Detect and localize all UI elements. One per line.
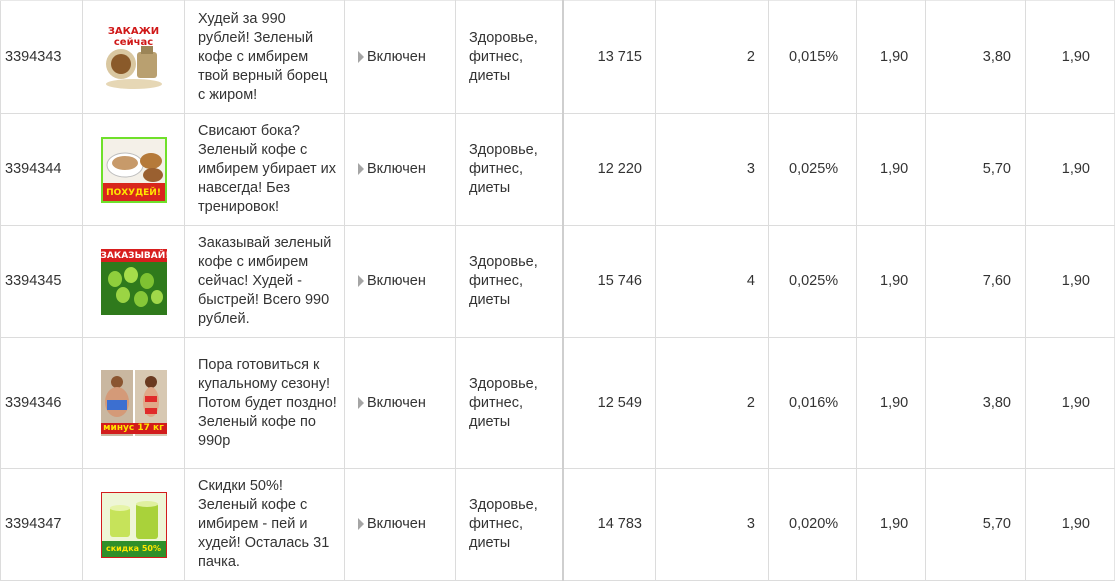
ad-spent: 3,80 [925, 0, 1026, 114]
ad-cpc: 1,90 [856, 468, 926, 581]
ad-status[interactable]: Включен [344, 468, 456, 581]
ad-views: 15 746 [561, 225, 656, 338]
ad-ctr: 0,020% [768, 468, 857, 581]
ad-image-cell[interactable]: минус 17 кг [82, 337, 185, 469]
ad-views: 14 783 [561, 468, 656, 581]
ad-status[interactable]: Включен [344, 337, 456, 469]
ad-status[interactable]: Включен [344, 0, 456, 114]
ad-banner-label: скидка 50% [106, 543, 161, 553]
ad-image-cell[interactable]: скидка 50% [82, 468, 185, 581]
ad-spent: 5,70 [925, 113, 1026, 226]
table-row: 3394347 скидка 50% Скидки 50%! Зеленый к… [0, 468, 1115, 581]
ad-image-cell[interactable]: ЗАКАЗЫВАЙ! [82, 225, 185, 338]
ad-id: 3394347 [0, 468, 83, 581]
ad-ctr: 0,016% [768, 337, 857, 469]
ad-banner-label: ЗАКАЖИ сейчас [107, 26, 160, 48]
ad-text[interactable]: Худей за 990 рублей! Зеленый кофе с имби… [184, 0, 345, 114]
ad-price: 1,90 [1025, 225, 1115, 338]
ad-category: Здоровье, фитнес, диеты [455, 337, 563, 469]
ad-spent: 5,70 [925, 468, 1026, 581]
ad-banner-coffee-beans-icon[interactable]: ЗАКАЗЫВАЙ! [100, 248, 167, 315]
ad-spent: 3,80 [925, 337, 1026, 469]
ad-ctr: 0,025% [768, 225, 857, 338]
ad-text[interactable]: Свисают бока? Зеленый кофе с имбирем уби… [184, 113, 345, 226]
ad-id: 3394344 [0, 113, 83, 226]
ad-text[interactable]: Заказывай зеленый кофе с имбирем сейчас!… [184, 225, 345, 338]
ad-price: 1,90 [1025, 113, 1115, 226]
play-triangle-icon [358, 396, 364, 409]
ad-id: 3394346 [0, 337, 83, 469]
ad-cpc: 1,90 [856, 113, 926, 226]
ad-views: 13 715 [561, 0, 656, 114]
ad-status[interactable]: Включен [344, 225, 456, 338]
ad-text[interactable]: Скидки 50%! Зеленый кофе с имбирем - пей… [184, 468, 345, 581]
ad-status[interactable]: Включен [344, 113, 456, 226]
ad-spent: 7,60 [925, 225, 1026, 338]
ad-image-cell[interactable]: ПОХУДЕЙ! [82, 113, 185, 226]
ad-banner-green-drink-icon[interactable]: скидка 50% [100, 491, 167, 558]
play-triangle-icon [358, 275, 364, 287]
ad-banner-before-after-icon[interactable]: минус 17 кг [100, 370, 167, 436]
ad-banner-tea-cup-icon[interactable]: ПОХУДЕЙ! [100, 136, 167, 203]
ad-price: 1,90 [1025, 337, 1115, 469]
ad-cpc: 1,90 [856, 225, 926, 338]
ad-views: 12 549 [561, 337, 656, 469]
table-row: 3394343 ЗАКАЖИ сейчас Худей за 990 рубле… [0, 0, 1115, 114]
ad-banner-label: минус 17 кг [100, 423, 167, 434]
ad-image-cell[interactable]: ЗАКАЖИ сейчас [82, 0, 185, 114]
ad-status-label: Включен [367, 273, 426, 289]
table-row: 3394346 минус 17 кг [0, 337, 1115, 469]
ad-id: 3394343 [0, 0, 83, 114]
ad-status-label: Включен [367, 516, 426, 532]
ad-price: 1,90 [1025, 0, 1115, 114]
ad-banner-label: ПОХУДЕЙ! [106, 187, 161, 198]
ad-category: Здоровье, фитнес, диеты [455, 225, 563, 338]
ad-clicks: 3 [655, 468, 769, 581]
ad-category: Здоровье, фитнес, диеты [455, 113, 563, 226]
ad-ctr: 0,015% [768, 0, 857, 114]
ad-banner-label: ЗАКАЗЫВАЙ! [100, 250, 167, 261]
play-triangle-icon [358, 518, 364, 530]
ad-ctr: 0,025% [768, 113, 857, 226]
ad-text[interactable]: Пора готовиться к купальному сезону!Пото… [184, 337, 345, 469]
ad-price: 1,90 [1025, 468, 1115, 581]
ad-views: 12 220 [561, 113, 656, 226]
ad-status-label: Включен [367, 161, 426, 177]
table-row: 3394344 ПОХУДЕЙ! Свисают бока? Зеленый к… [0, 113, 1115, 226]
ad-clicks: 2 [655, 337, 769, 469]
ad-clicks: 3 [655, 113, 769, 226]
ad-cpc: 1,90 [856, 337, 926, 469]
ad-banner-order-now-icon[interactable]: ЗАКАЖИ сейчас [100, 24, 167, 90]
ad-id: 3394345 [0, 225, 83, 338]
play-triangle-icon [358, 163, 364, 175]
table-row: 3394345 ЗАКАЗЫВАЙ! Заказыв [0, 225, 1115, 338]
ad-cpc: 1,90 [856, 0, 926, 114]
ad-status-label: Включен [367, 394, 426, 411]
ad-clicks: 4 [655, 225, 769, 338]
ad-clicks: 2 [655, 0, 769, 114]
ad-status-label: Включен [367, 48, 426, 65]
play-triangle-icon [358, 50, 364, 63]
ad-category: Здоровье, фитнес, диеты [455, 468, 563, 581]
ad-category: Здоровье, фитнес, диеты [455, 0, 563, 114]
